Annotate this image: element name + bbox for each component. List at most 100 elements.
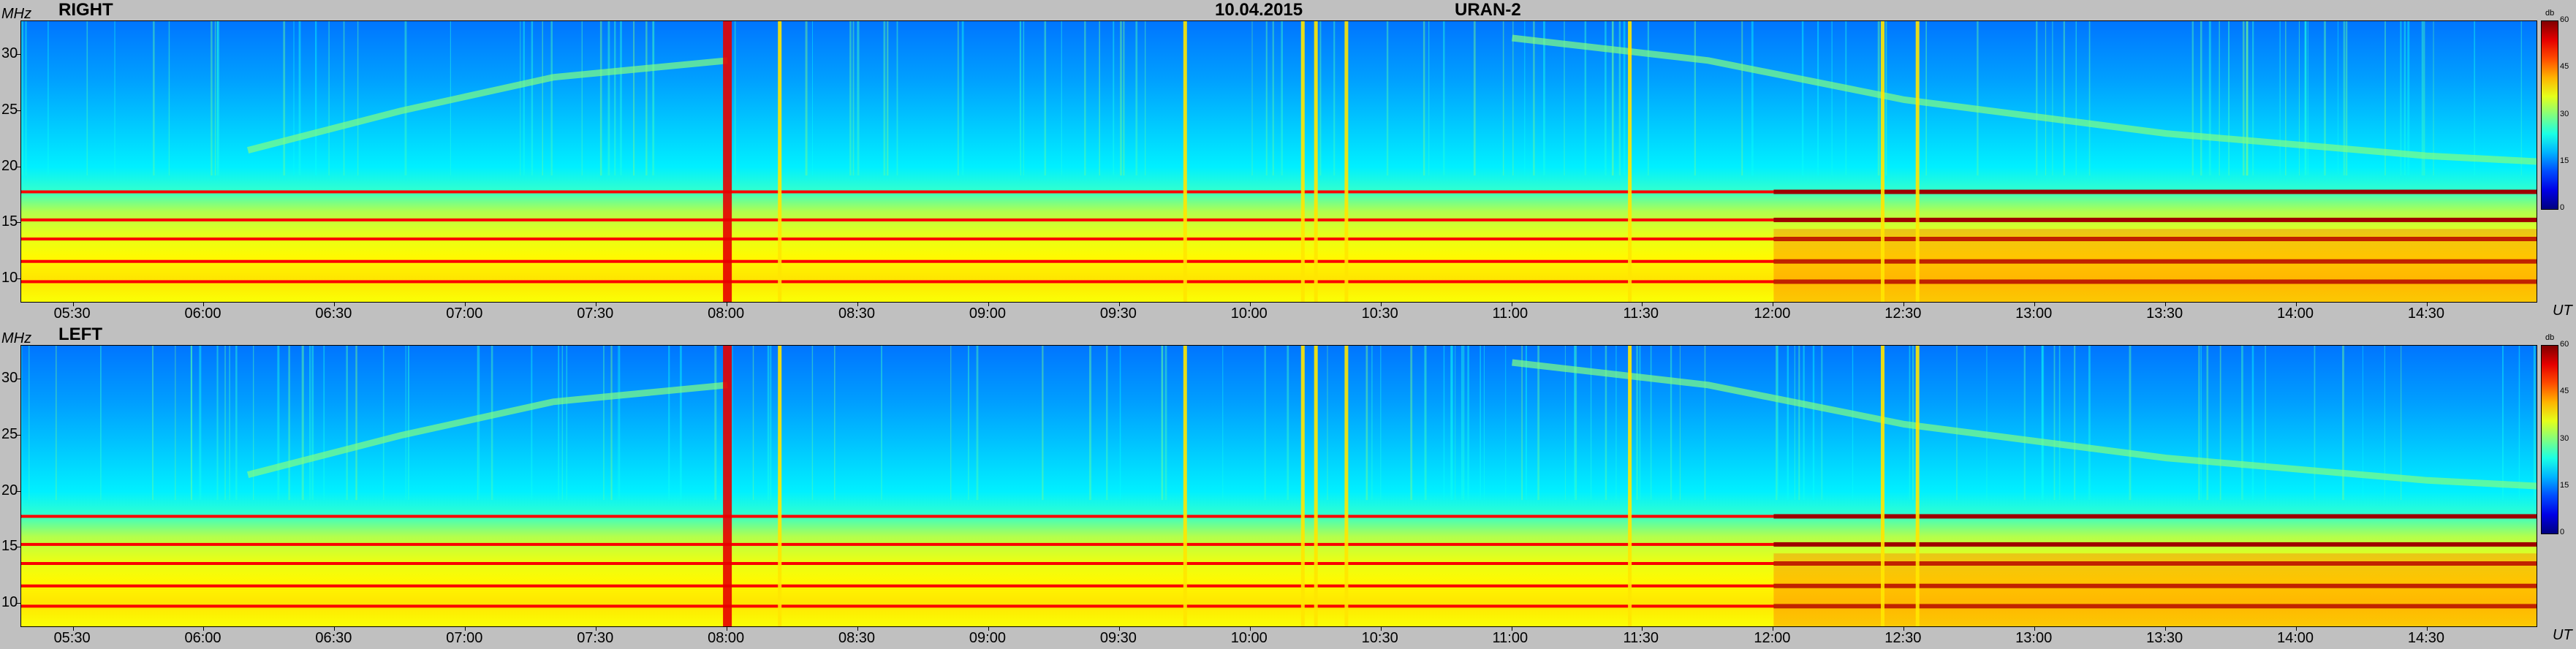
texture-stripe [1161, 346, 1164, 501]
texture-stripe [1461, 346, 1463, 501]
texture-stripe [1787, 346, 1789, 501]
frequency-band [21, 259, 2537, 263]
texture-stripe [2219, 346, 2221, 501]
texture-stripe [190, 346, 192, 501]
texture-stripe [857, 21, 860, 176]
texture-stripe [618, 346, 621, 501]
texture-stripe [1751, 21, 1754, 176]
texture-stripe [957, 21, 959, 176]
texture-stripe [1776, 346, 1778, 501]
texture-stripe [566, 346, 568, 501]
texture-stripe [652, 21, 654, 176]
burst [1183, 21, 1187, 302]
x-tick-label: 08:00 [708, 630, 745, 646]
x-tick [334, 303, 336, 306]
texture-stripe [1925, 21, 1927, 176]
texture-stripe [852, 21, 855, 176]
texture-stripe [1410, 346, 1413, 501]
y-unit-label: MHz [1, 6, 32, 22]
texture-stripe [288, 346, 290, 501]
y-tick-label: 15 [1, 213, 18, 230]
burst [1915, 346, 1920, 626]
x-tick [857, 303, 858, 306]
x-tick [1642, 627, 1643, 631]
texture-stripe [633, 21, 634, 176]
texture-stripe [531, 346, 533, 501]
texture-stripe [1852, 346, 1854, 501]
burst [778, 346, 782, 626]
texture-stripe [550, 21, 553, 176]
texture-stripe [2063, 21, 2065, 176]
x-tick-label: 05:30 [53, 305, 91, 322]
texture-stripe [277, 346, 280, 501]
texture-stripe [216, 21, 219, 176]
spectrogram-image [21, 346, 2537, 626]
panel-title: RIGHT [58, 0, 113, 20]
x-tick-label: 07:30 [577, 630, 614, 646]
texture-stripe [834, 346, 836, 501]
x-tick [988, 303, 989, 306]
texture-stripe [152, 346, 154, 501]
texture-stripe [896, 21, 898, 176]
texture-stripe [1845, 21, 1847, 176]
frequency-band [21, 584, 2537, 588]
frequency-band-strong [1773, 237, 2537, 241]
texture-stripe [216, 346, 219, 501]
texture-stripe [849, 21, 852, 176]
texture-stripe [1272, 21, 1274, 176]
burst [1628, 21, 1632, 302]
x-tick [2034, 303, 2036, 306]
texture-stripe [100, 346, 102, 501]
texture-stripe [293, 21, 295, 176]
burst [723, 346, 732, 626]
x-tick-label: 12:00 [1754, 305, 1791, 322]
burst [1881, 21, 1884, 302]
drift-arc [1512, 359, 2537, 490]
colorbar-unit-label: db [2545, 333, 2555, 342]
texture-stripe [298, 21, 301, 176]
frequency-band [21, 562, 2537, 565]
texture-stripe [1089, 346, 1091, 501]
texture-stripe [214, 21, 216, 176]
x-tick [2165, 303, 2167, 306]
texture-stripe [2474, 21, 2475, 176]
frequency-band-strong [1773, 189, 2537, 194]
x-tick [203, 627, 205, 631]
colorbar-tick-label: 45 [2560, 62, 2569, 72]
texture-stripe [2192, 21, 2194, 176]
texture-stripe [668, 346, 670, 501]
texture-stripe [2219, 21, 2220, 176]
texture-stripe [1084, 21, 1086, 176]
warm-region [1773, 553, 2537, 626]
texture-stripe [86, 21, 88, 176]
drift-arc [246, 382, 728, 478]
x-tick-label: 13:00 [2015, 630, 2053, 646]
texture-stripe [1584, 21, 1587, 176]
texture-stripe [1831, 21, 1833, 176]
x-tick-label: 10:30 [1361, 305, 1398, 322]
x-unit-label: UT [2553, 303, 2572, 319]
burst [723, 21, 732, 302]
x-tick [334, 627, 336, 631]
texture-stripe [1877, 21, 1880, 176]
texture-stripe [2384, 21, 2386, 176]
x-tick-label: 12:30 [1884, 630, 1922, 646]
texture-stripe [1473, 21, 1476, 176]
texture-stripe [1502, 21, 1504, 176]
texture-stripe [1525, 346, 1527, 501]
x-tick-label: 10:30 [1361, 630, 1398, 646]
colorbar-tick-label: 45 [2560, 387, 2569, 396]
texture-stripe [2242, 21, 2245, 176]
x-tick-label: 06:30 [315, 305, 352, 322]
texture-stripe [614, 21, 616, 176]
x-tick-label: 11:00 [1492, 305, 1528, 322]
burst [778, 21, 782, 302]
texture-stripe [961, 21, 964, 176]
x-tick-label: 08:00 [708, 305, 745, 322]
y-tick [16, 603, 20, 604]
x-tick [2034, 627, 2036, 631]
texture-stripe [1099, 21, 1100, 176]
texture-stripe [2423, 21, 2425, 176]
texture-stripe [48, 21, 49, 176]
texture-stripe [976, 346, 979, 501]
